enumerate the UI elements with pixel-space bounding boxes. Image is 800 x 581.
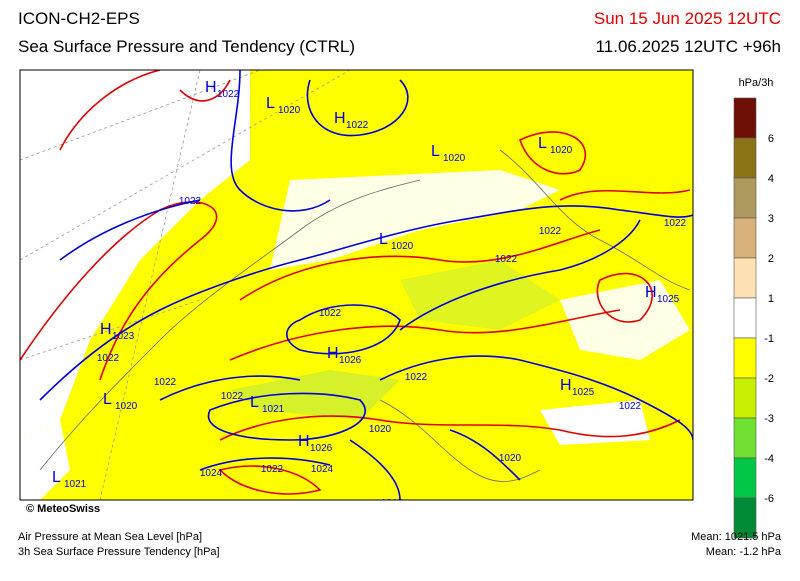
- colorbar-label: -2: [764, 373, 774, 385]
- pressure-center: L: [103, 391, 112, 408]
- colorbar-swatch: [733, 137, 757, 179]
- center-pressure: 1020: [278, 105, 301, 116]
- pressure-center: H: [560, 377, 572, 394]
- map-frame: [19, 69, 694, 501]
- colorbar-swatch: [733, 257, 757, 299]
- colorbar-swatch: [733, 297, 757, 339]
- isobar-label: 1022: [221, 391, 244, 402]
- pressure-center: L: [52, 469, 61, 486]
- product-title: Sea Surface Pressure and Tendency (CTRL): [18, 37, 355, 56]
- pressure-center: L: [538, 135, 547, 152]
- colorbar-swatch: [733, 417, 757, 459]
- colorbar-label: 3: [768, 213, 774, 225]
- isobars: [39, 70, 693, 500]
- white-patch: [270, 170, 560, 270]
- model-title: ICON-CH2-EPS: [18, 9, 140, 28]
- colorbar-swatch: [733, 217, 757, 259]
- mean-1: Mean: 1021.5 hPa: [691, 531, 782, 543]
- colorbar-label: 4: [768, 173, 774, 185]
- isobar-label: 1022: [405, 372, 428, 383]
- pressure-center: H: [334, 110, 346, 127]
- field-1: Air Pressure at Mean Sea Level [hPa]: [18, 531, 202, 543]
- isobar-label: 1022: [154, 377, 177, 388]
- colorbar-label: 2: [768, 253, 774, 265]
- credit: © MeteoSwiss: [26, 503, 100, 515]
- isobar-label: 1022: [319, 308, 342, 319]
- white-patch: [560, 280, 690, 360]
- pressure-center: H: [298, 433, 310, 450]
- run-time: 11.06.2025 12UTC +96h: [596, 37, 781, 56]
- white-patch: [540, 400, 650, 445]
- tendency-patch: [230, 370, 400, 420]
- center-pressure: 1020: [391, 241, 414, 252]
- isobar-label: 1018: [381, 498, 404, 509]
- graticule: [20, 70, 351, 500]
- colorbar-label: -6: [764, 493, 774, 505]
- colorbar-swatch: [733, 377, 757, 419]
- isobar-label: 1020: [369, 424, 392, 435]
- colorbar-label: -3: [764, 413, 774, 425]
- isobar-label: 1022: [179, 196, 202, 207]
- center-pressure: 1021: [262, 404, 285, 415]
- center-pressure: 1022: [217, 89, 240, 100]
- pressure-center: L: [266, 95, 275, 112]
- valid-time: Sun 15 Jun 2025 12UTC: [594, 9, 781, 28]
- center-pressure: 1025: [572, 387, 595, 398]
- center-pressure: 1025: [657, 294, 680, 305]
- colorbar-swatch: [733, 497, 757, 539]
- isobar-label: 1024: [200, 468, 223, 479]
- pressure-center: L: [379, 231, 388, 248]
- colorbar-label: -4: [764, 453, 774, 465]
- colorbar-swatch: [733, 97, 757, 139]
- isobar-label: 1022: [664, 218, 687, 229]
- tendency-contours: [20, 70, 691, 495]
- center-pressure: 1023: [112, 331, 135, 342]
- isobar-label: 1022: [619, 401, 642, 412]
- colorbar-swatch: [733, 457, 757, 499]
- no-data-area: [20, 70, 250, 440]
- center-pressure: 1020: [443, 153, 466, 164]
- pressure-center: L: [431, 143, 440, 160]
- white-patch: [20, 420, 70, 500]
- center-pressure: 1020: [550, 145, 573, 156]
- isobar-label: 1024: [311, 464, 334, 475]
- isobar-label: 1022: [261, 464, 284, 475]
- isobar-label: 1022: [539, 226, 562, 237]
- isobar-label: 1022: [495, 254, 518, 265]
- pressure-center: H: [205, 79, 217, 96]
- pressure-center: L: [250, 394, 259, 411]
- colorbar-label: 1: [768, 293, 774, 305]
- isobar-label: 1020: [499, 453, 522, 464]
- pressure-center: H: [327, 345, 339, 362]
- pressure-center: H: [645, 284, 657, 301]
- isobar-label: 1022: [97, 353, 120, 364]
- mean-2: Mean: -1.2 hPa: [706, 546, 782, 558]
- colorbar-unit: hPa/3h: [739, 77, 774, 89]
- colorbar-swatch: [733, 177, 757, 219]
- center-pressure: 1021: [64, 479, 87, 490]
- colorbar-label: -1: [764, 333, 774, 345]
- pressure-center: H: [100, 321, 112, 338]
- colorbar: 6 4 3 2 1 -1 -2 -3 -4 -6: [733, 97, 774, 539]
- center-pressure: 1020: [115, 401, 138, 412]
- center-pressure: 1022: [346, 120, 369, 131]
- colorbar-swatch: [733, 337, 757, 379]
- colorbar-label: 6: [768, 133, 774, 145]
- center-pressure: 1026: [310, 443, 333, 454]
- field-2: 3h Sea Surface Pressure Tendency [hPa]: [18, 546, 220, 558]
- center-pressure: 1026: [339, 355, 362, 366]
